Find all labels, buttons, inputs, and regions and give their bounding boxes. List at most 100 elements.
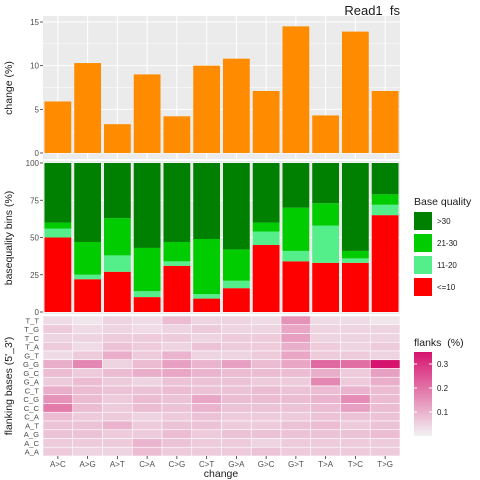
heat-cell <box>340 350 371 361</box>
heat-cell <box>72 315 103 326</box>
change-yticks: 0 5 10 15 <box>30 18 43 158</box>
heat-cell <box>191 403 222 413</box>
heat-cell <box>42 411 74 422</box>
legend-label->30: >30 <box>437 217 451 226</box>
heat-cell <box>369 420 401 431</box>
flank-label-C_A: C_A <box>24 413 40 422</box>
figure-title: Read1_fs <box>344 3 400 18</box>
colorbar-tick-label: 0.2 <box>437 384 449 393</box>
change-ytick-label: 15 <box>30 18 39 27</box>
quality-bar-C>T-11-20 <box>193 294 221 299</box>
quality-bar-G>T->30 <box>282 163 310 208</box>
heat-cell <box>102 368 133 378</box>
flank-label-C_C: C_C <box>24 404 40 413</box>
flank-label-G_A: G_A <box>24 378 40 387</box>
quality-bar-A>C-<=10 <box>44 237 72 312</box>
heat-cell <box>161 350 193 361</box>
quality-bar-A>T-11-20 <box>103 255 131 272</box>
heat-cell <box>369 368 401 378</box>
heat-cell <box>250 359 282 369</box>
heat-cell <box>221 341 252 352</box>
quality-bar-G>A-21-30 <box>222 249 250 281</box>
heat-cell <box>191 394 222 404</box>
heat-cell <box>42 341 74 352</box>
heat-cell <box>250 324 282 334</box>
heat-cell <box>280 438 312 448</box>
legend-swatch->30 <box>414 212 432 230</box>
quality-bar-T>A-21-30 <box>312 203 340 226</box>
heat-cell <box>191 385 222 396</box>
colorbar-tick-label: 0.3 <box>437 360 449 369</box>
quality-bar-C>T->30 <box>193 163 221 239</box>
heat-cell <box>72 333 103 343</box>
heat-cell <box>221 438 252 448</box>
heat-cell <box>102 403 133 413</box>
heat-cell <box>131 420 163 431</box>
heat-cell <box>102 385 133 396</box>
change-bar-A>G <box>74 63 102 154</box>
legend-label-11-20: 11-20 <box>437 261 457 270</box>
heat-cell <box>340 376 371 387</box>
heat-cell <box>250 429 282 439</box>
heat-cell <box>280 341 312 352</box>
quality-bars <box>44 163 399 312</box>
heat-cell <box>131 438 163 448</box>
heat-cell <box>369 333 401 343</box>
heat-cell <box>221 411 252 422</box>
quality-ytick-label: 50 <box>30 234 39 243</box>
heat-cell <box>72 429 103 439</box>
quality-bar-G>C->30 <box>252 163 280 223</box>
change-panel: 0 5 10 15 change (%) <box>3 16 400 159</box>
flank-label-C_G: C_G <box>23 395 39 404</box>
quality-bar-C>G-21-30 <box>163 241 191 262</box>
change-ytick-label: 10 <box>30 62 39 71</box>
quality-bar-T>C-21-30 <box>341 250 369 259</box>
heat-cell <box>250 315 282 326</box>
heat-cell <box>191 333 222 343</box>
change-xtick-G>C: G>C <box>258 460 275 469</box>
change-bar-G>C <box>252 90 280 153</box>
change-bar-C>T <box>193 65 221 153</box>
heat-cell <box>280 420 312 431</box>
heat-cell <box>280 429 312 439</box>
change-xtick-T>A: T>A <box>318 460 334 469</box>
heat-cell <box>131 368 163 378</box>
change-xtick-A>T: A>T <box>110 460 125 469</box>
legend-label-21-30: 21-30 <box>437 239 458 248</box>
heat-cell <box>221 429 252 439</box>
heat-cell <box>369 446 401 457</box>
heat-cell <box>280 315 312 326</box>
heat-cell <box>161 368 193 378</box>
heat-cell <box>310 429 341 439</box>
heat-cell <box>250 411 282 422</box>
quality-bar-A>G-<=10 <box>74 279 102 312</box>
legend-swatch-21-30 <box>414 234 432 252</box>
heat-cell <box>250 333 282 343</box>
heat-cell <box>369 376 401 387</box>
heat-cell <box>191 429 222 439</box>
heat-cell <box>42 368 74 378</box>
heat-cell <box>340 438 371 448</box>
heat-cell <box>161 341 193 352</box>
heat-cell <box>340 403 371 413</box>
flank-label-G_T: G_T <box>24 351 39 360</box>
x-axis-label: change <box>204 468 239 480</box>
heat-cell <box>131 333 163 343</box>
heat-cell <box>310 315 341 326</box>
heat-cell <box>221 333 252 343</box>
heat-cell <box>42 350 74 361</box>
flank-label-G_G: G_G <box>23 360 39 369</box>
change-bars <box>44 26 399 154</box>
heat-cell <box>221 315 252 326</box>
change-ytick-label: 0 <box>35 149 40 158</box>
heat-cell <box>280 403 312 413</box>
heat-cell <box>131 376 163 387</box>
heat-cell <box>72 394 103 404</box>
heat-cell <box>131 385 163 396</box>
heat-cell <box>131 315 163 326</box>
quality-bar-T>A-11-20 <box>312 225 340 263</box>
heat-cell <box>280 385 312 396</box>
heat-cell <box>369 385 401 396</box>
heat-cell <box>369 350 401 361</box>
flanks-colorbar-title: flanks (%) <box>414 337 464 349</box>
